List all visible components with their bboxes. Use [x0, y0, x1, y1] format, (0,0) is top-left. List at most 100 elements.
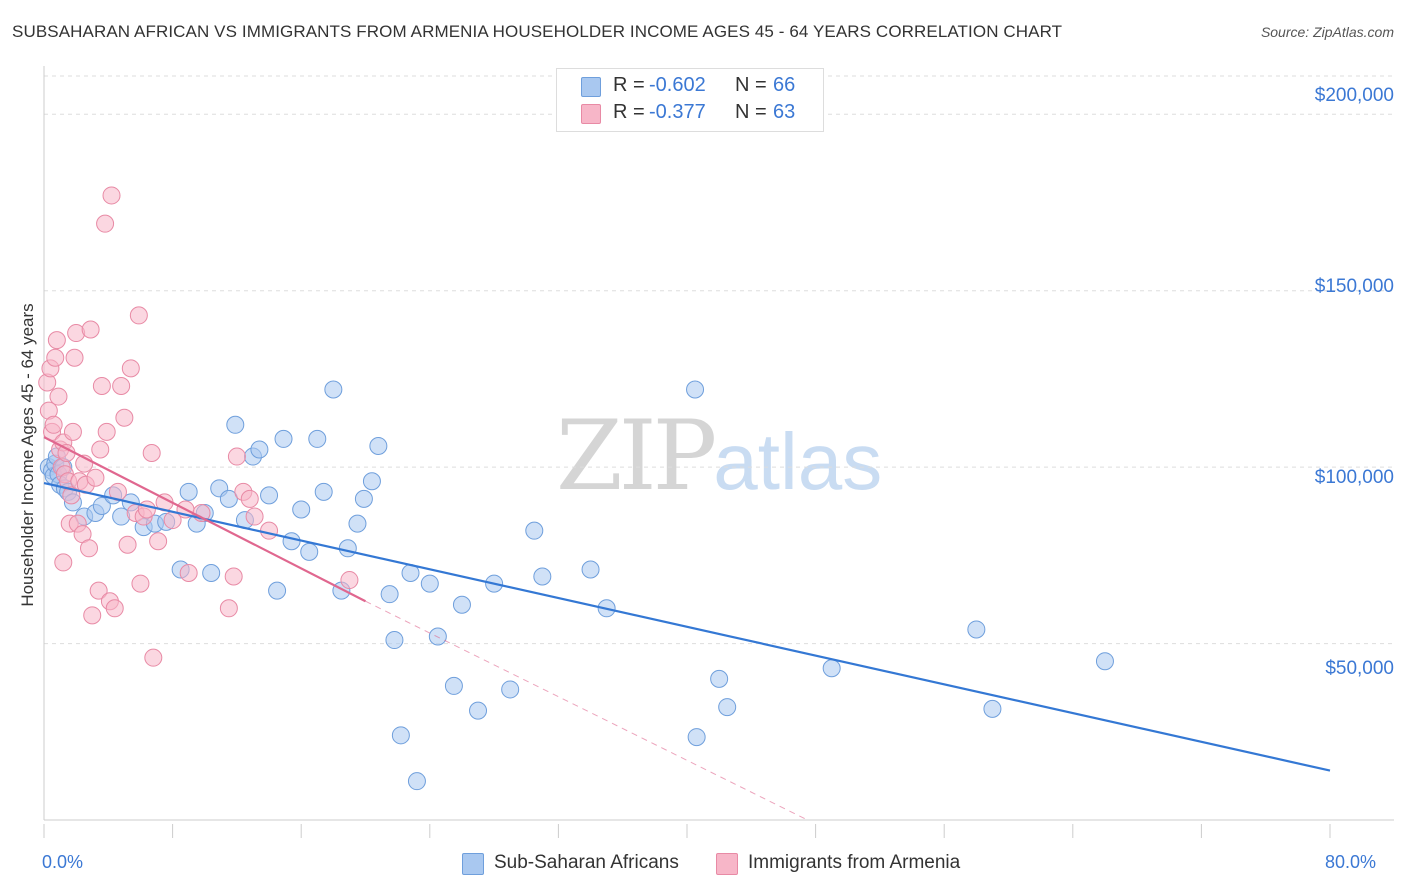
subsaharan-trend-line: [43, 481, 1331, 772]
legend-swatch-pink: [581, 104, 601, 124]
legend-n-value: 63: [773, 101, 796, 123]
legend-swatch-blue: [462, 853, 484, 875]
subsaharan-point: [710, 669, 729, 688]
armenia-point: [92, 376, 111, 395]
subsaharan-point: [268, 581, 287, 600]
watermark-atlas: atlas: [713, 417, 883, 506]
legend-swatch-blue: [581, 77, 601, 97]
y-tick-label-50k: $50,000: [1325, 658, 1394, 679]
armenia-point: [142, 444, 161, 463]
subsaharan-point: [581, 560, 600, 579]
legend-row-armenia: R = -0.377 N = 63: [557, 101, 823, 127]
armenia-trend-extension: [365, 600, 808, 821]
armenia-point: [86, 468, 105, 487]
subsaharan-point: [348, 514, 367, 533]
armenia-point: [149, 532, 168, 551]
subsaharan-point: [226, 415, 245, 434]
armenia-point: [44, 415, 63, 434]
y-tick-label-100k: $100,000: [1314, 467, 1394, 488]
subsaharan-point: [420, 574, 439, 593]
subsaharan-point: [250, 440, 269, 459]
subsaharan-point: [525, 521, 544, 540]
subsaharan-point: [718, 698, 737, 717]
subsaharan-point: [501, 680, 520, 699]
legend-r-value: -0.377: [649, 101, 706, 123]
armenia-point: [260, 521, 279, 540]
source-credit: Source: ZipAtlas.com: [1260, 24, 1394, 40]
armenia-point: [96, 214, 115, 233]
armenia-point: [105, 599, 124, 618]
subsaharan-point: [202, 564, 221, 582]
subsaharan-point: [469, 701, 488, 720]
subsaharan-point: [338, 539, 357, 558]
x-tick-label-max: 80.0%: [1325, 852, 1377, 872]
subsaharan-point: [274, 429, 293, 448]
legend-row-subsaharan: R = -0.602 N = 66: [557, 74, 823, 100]
subsaharan-point: [1095, 652, 1114, 671]
subsaharan-point: [822, 659, 841, 678]
armenia-point: [97, 422, 116, 441]
armenia-point: [89, 581, 108, 600]
y-tick-label-150k: $150,000: [1314, 276, 1394, 297]
chart-title: SUBSAHARAN AFRICAN VS IMMIGRANTS FROM AR…: [12, 22, 1063, 41]
legend-r-value: -0.602: [649, 74, 706, 96]
subsaharan-point: [354, 489, 373, 508]
legend-r-label: R =: [613, 101, 645, 123]
y-tick-label-200k: $200,000: [1314, 85, 1394, 106]
armenia-point: [81, 320, 100, 339]
legend-n-label: N =: [735, 74, 767, 96]
armenia-point: [224, 567, 243, 586]
armenia-point: [118, 535, 137, 554]
legend-label: Sub-Saharan Africans: [494, 852, 679, 873]
watermark-zip: ZIP: [556, 400, 717, 512]
armenia-point: [112, 376, 131, 395]
subsaharan-point: [407, 772, 426, 791]
correlation-legend: R = -0.602 N = 66 R = -0.377 N = 63: [556, 68, 824, 132]
armenia-point: [129, 306, 148, 325]
subsaharan-point: [362, 472, 381, 491]
legend-label: Immigrants from Armenia: [748, 852, 961, 873]
armenia-point: [46, 348, 65, 367]
armenia-point: [102, 186, 121, 205]
armenia-point: [57, 444, 76, 463]
legend-r-label: R =: [613, 74, 645, 96]
subsaharan-point: [967, 620, 986, 639]
armenia-point: [137, 500, 156, 519]
armenia-point: [49, 387, 68, 406]
subsaharan-point: [282, 532, 301, 551]
armenia-point: [340, 571, 359, 590]
armenia-point: [80, 539, 99, 558]
x-tick-label-min: 0.0%: [42, 852, 84, 872]
armenia-point: [65, 348, 84, 367]
armenia-point: [144, 648, 163, 667]
subsaharan-point: [380, 585, 399, 604]
armenia-point: [83, 606, 102, 625]
subsaharan-point: [533, 567, 552, 586]
armenia-point: [131, 574, 150, 593]
armenia-point: [227, 447, 246, 466]
subsaharan-point: [300, 542, 319, 561]
armenia-point: [121, 359, 140, 378]
armenia-point: [47, 331, 66, 350]
subsaharan-point: [444, 676, 463, 695]
series-legend: Sub-Saharan Africans Immigrants from Arm…: [0, 852, 1406, 876]
subsaharan-point: [385, 631, 404, 650]
armenia-trend-line: [43, 436, 367, 603]
subsaharan-point: [260, 486, 279, 505]
subsaharan-point: [983, 699, 1002, 718]
armenia-point: [219, 599, 238, 618]
subsaharan-point: [686, 380, 705, 399]
subsaharan-point: [324, 380, 343, 399]
armenia-point: [63, 422, 82, 441]
subsaharan-point: [219, 489, 238, 508]
subsaharan-point: [314, 482, 333, 501]
armenia-point: [179, 564, 198, 582]
armenia-point: [91, 440, 110, 459]
subsaharan-point: [292, 500, 311, 519]
armenia-point: [54, 553, 73, 572]
armenia-point: [240, 489, 259, 508]
subsaharan-point: [452, 595, 471, 614]
subsaharan-point: [391, 726, 410, 745]
y-axis-label: Householder Income Ages 45 - 64 years: [18, 303, 37, 607]
